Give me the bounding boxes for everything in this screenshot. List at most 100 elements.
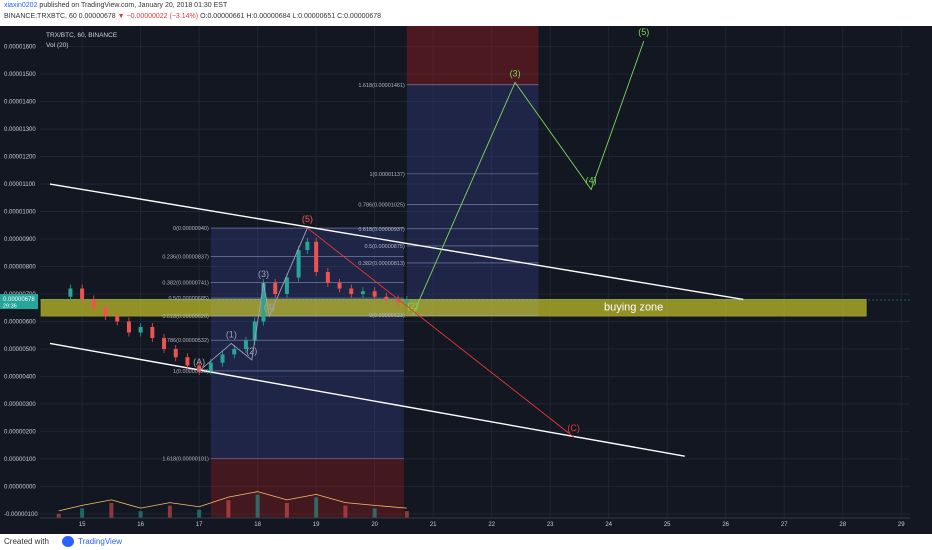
- buying-zone-label: buying zone: [604, 302, 663, 314]
- wave-label: (5): [638, 27, 649, 37]
- x-tick-label: 21: [430, 522, 437, 528]
- price-series: [56, 237, 409, 518]
- symbol-info: BINANCE:TRXBTC, 60 0.00000678 ▼ −0.00000…: [4, 13, 381, 20]
- candle-body: [173, 348, 178, 358]
- fib-left-label: 0.5(0.00000685): [168, 296, 209, 302]
- price-change: ▼ −0.00000022 (−3.14%): [117, 13, 199, 20]
- volume-bar: [167, 505, 172, 518]
- fib-right-top: [406, 26, 539, 85]
- last-price-value: 0.00000678: [3, 297, 35, 303]
- candle-body: [115, 315, 120, 322]
- fib-left-label: 0.618(0.00000620): [162, 314, 209, 320]
- candle-body: [252, 321, 257, 341]
- x-tick-label: 17: [196, 522, 203, 528]
- legend-volume: Vol (20): [46, 42, 68, 49]
- volume-bar: [138, 511, 143, 518]
- x-tick-label: 15: [79, 522, 86, 528]
- x-tick-label: 18: [254, 522, 261, 528]
- fib-left-body: [210, 228, 404, 459]
- y-tick-label: 0.00001600: [4, 45, 36, 51]
- fib-right-label: 0(0.00000623): [369, 313, 405, 319]
- candle-body: [68, 288, 73, 297]
- candle-body: [404, 300, 409, 303]
- wave-label: (4): [264, 302, 275, 312]
- x-tick-label: 19: [313, 522, 320, 528]
- buying-zone-box: [40, 298, 867, 317]
- fib-levels: 0(0.00000940) 0.236(0.00000837) 0.382(0.00…: [162, 83, 539, 463]
- created-with-label: Created with: [4, 537, 49, 546]
- volume-ma-line: [58, 491, 407, 512]
- y-tick-label: 0.00001000: [4, 210, 36, 216]
- y-tick-label: 0.00001200: [4, 155, 36, 161]
- y-tick-label: 0.00001300: [4, 127, 36, 133]
- y-tick-label: 0.00000600: [4, 319, 36, 325]
- volume-bar: [314, 497, 319, 518]
- wave-bearish-path: [307, 227, 574, 438]
- candle-body: [150, 326, 155, 338]
- wave-bullish-path: [412, 40, 645, 316]
- price-chart[interactable]: buying zone 0(0.00000940) 0.236(0.0000083…: [0, 26, 932, 534]
- candle-body: [80, 288, 85, 300]
- symbol-line: BINANCE:TRXBTC, 60 0.00000678: [4, 13, 116, 20]
- volume-bar: [56, 513, 61, 518]
- y-tick-label: 0.00000400: [4, 374, 36, 380]
- elliott-waves: (A)(1)(2)(3)(4)(5)(2)(3)(4)(5)(5)(C): [193, 27, 649, 438]
- candle-body: [220, 354, 225, 363]
- y-tick-label: 0.00000800: [4, 265, 36, 271]
- wave-label: (3): [510, 68, 521, 78]
- footer: Created with TradingView: [0, 534, 932, 550]
- x-tick-label: 16: [137, 522, 144, 528]
- candle-body: [314, 241, 319, 272]
- fib-left-label: 1.618(0.00000101): [162, 457, 209, 463]
- fib-right-label: 0.618(0.00000937): [358, 227, 405, 233]
- wave-label: (3): [258, 269, 269, 279]
- volume-bar: [226, 500, 231, 518]
- y-tick-label: 0.00000500: [4, 347, 36, 353]
- candle-body: [305, 241, 310, 251]
- trendlines: [49, 183, 744, 457]
- y-tick-label: 0.00001500: [4, 72, 36, 78]
- x-tick-label: 24: [605, 522, 612, 528]
- legend-symbol: TRX/BTC, 60, BINANCE: [46, 32, 118, 39]
- x-tick-label: 22: [488, 522, 495, 528]
- last-price-tag: [0, 294, 38, 310]
- y-tick-label: 0.00000000: [4, 484, 36, 490]
- fib-left-label: 0.236(0.00000837): [162, 254, 209, 260]
- x-tick-label: 23: [547, 522, 554, 528]
- publish-line: xiaxin0202 published on TradingView.com,…: [4, 2, 227, 9]
- y-tick-label: 0.00000100: [4, 457, 36, 463]
- tradingview-link[interactable]: TradingView: [78, 537, 123, 546]
- wave-label: (5): [302, 214, 313, 224]
- fib-right-label: 0.786(0.00001025): [358, 203, 405, 209]
- fib-right-label: 0.382(0.00000813): [358, 261, 405, 267]
- x-tick-label: 28: [839, 522, 846, 528]
- candle-body: [296, 250, 301, 278]
- time-axis: 15 16 17 18 19 20 21 22 23 24 25 26 27 28 29: [40, 517, 910, 528]
- fib-left-label: 0.382(0.00000741): [162, 281, 209, 287]
- fib-left-label: 0(0.00000940): [173, 226, 209, 232]
- candle-body: [396, 299, 401, 303]
- username-link[interactable]: xiaxin0202: [4, 2, 38, 9]
- y-tick-label: -0.00000100: [4, 512, 38, 518]
- chart-grid: [40, 26, 910, 518]
- wave-label: (5): [302, 214, 313, 224]
- trendline: [49, 183, 744, 301]
- candle-body: [197, 365, 202, 371]
- volume-bar: [372, 508, 377, 518]
- trendline: [49, 342, 685, 457]
- candle-body: [273, 282, 278, 294]
- volume-bar: [343, 505, 348, 518]
- volume-bar: [197, 509, 202, 518]
- fib-right-label: 1.618(0.00001461): [358, 83, 405, 89]
- y-tick-label: 0.00000900: [4, 237, 36, 243]
- candle-body: [349, 288, 354, 294]
- wave-label: (2): [246, 346, 257, 356]
- candle-body: [103, 307, 108, 316]
- wave-label: (2): [407, 301, 418, 311]
- wave-history-path: [198, 227, 308, 372]
- fib-right-label: 0.5(0.00000875): [364, 244, 405, 250]
- buying-zone: buying zone: [40, 298, 867, 317]
- candle-body: [185, 357, 190, 366]
- candle-body: [126, 321, 131, 333]
